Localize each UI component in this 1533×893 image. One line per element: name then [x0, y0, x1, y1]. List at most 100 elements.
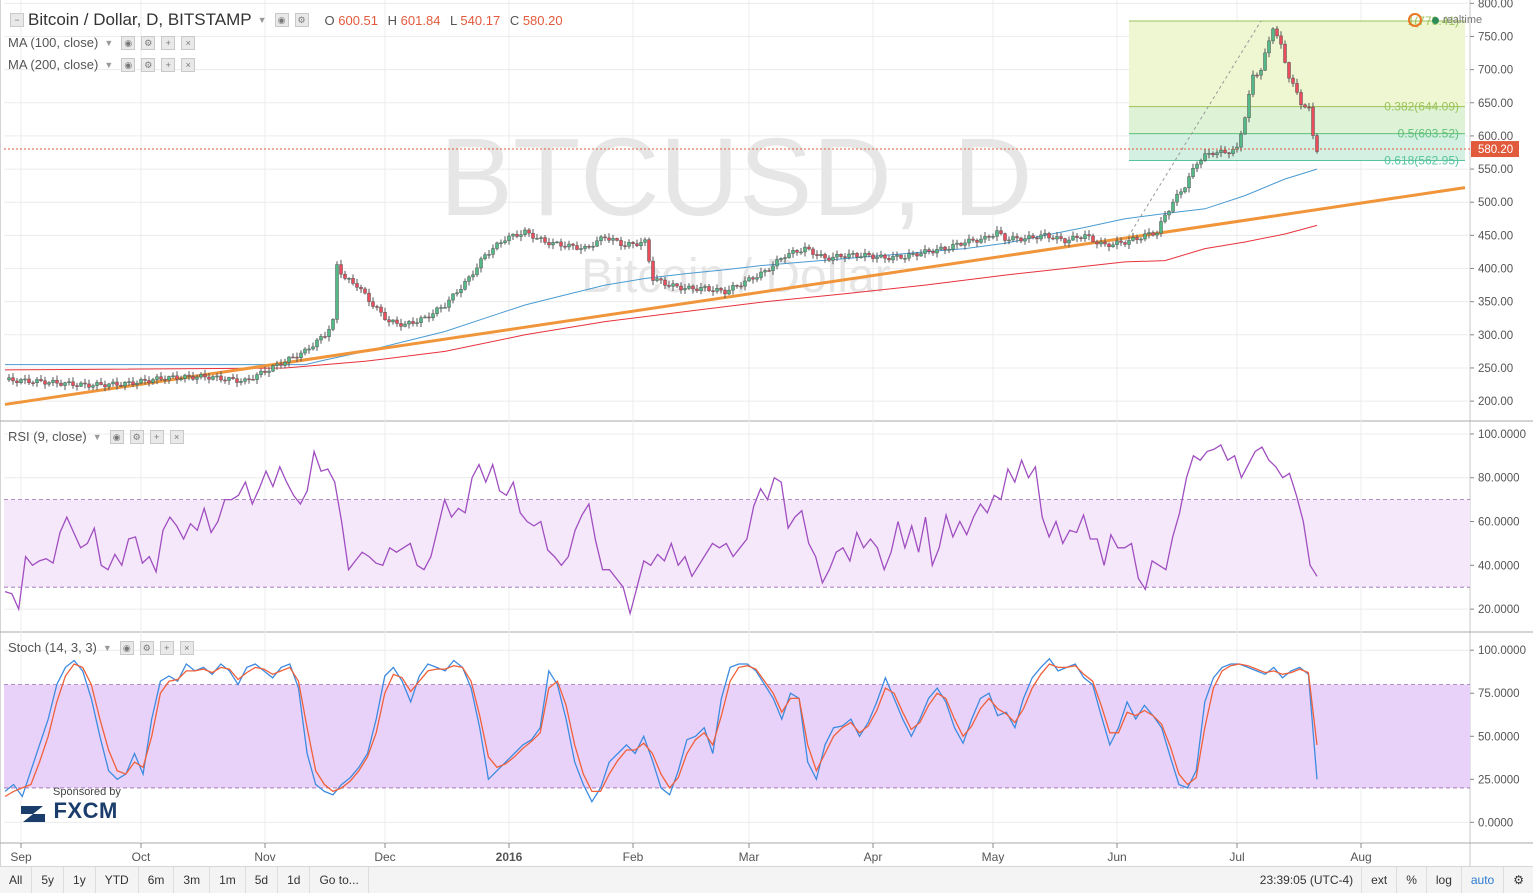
- candle-body: [583, 246, 587, 249]
- price-tick-label-6: 500.00: [1478, 197, 1513, 209]
- range-1m-button[interactable]: 1m: [210, 867, 246, 893]
- candle-body: [1247, 93, 1251, 118]
- stoch-label[interactable]: Stoch (14, 3, 3): [8, 640, 97, 655]
- percent-toggle[interactable]: %: [1396, 867, 1426, 893]
- plus-icon[interactable]: +: [159, 640, 174, 655]
- candle-body: [215, 375, 219, 378]
- close-icon[interactable]: ×: [181, 57, 196, 72]
- trendline[interactable]: [4, 186, 1466, 406]
- legend-ma200-row: MA (200, close) ▼ ◉ ⚙ + ×: [8, 57, 196, 72]
- settings-icon[interactable]: ⚙: [139, 640, 154, 655]
- candle-body: [695, 288, 699, 291]
- candle-body: [123, 382, 127, 387]
- candle-body: [599, 236, 603, 242]
- chevron-down-icon[interactable]: ▼: [92, 431, 102, 442]
- plus-icon[interactable]: +: [161, 35, 176, 50]
- rsi-band: [4, 499, 1470, 588]
- candle-body: [111, 381, 115, 385]
- close-icon[interactable]: ×: [179, 640, 194, 655]
- candle-body: [903, 257, 907, 260]
- range-6m-button[interactable]: 6m: [139, 867, 175, 893]
- candle-body: [1079, 237, 1083, 240]
- candle-body: [1171, 201, 1175, 212]
- eye-icon[interactable]: ◉: [119, 640, 134, 655]
- candle-body: [819, 254, 823, 256]
- candle-body: [139, 378, 143, 384]
- ext-toggle[interactable]: ext: [1361, 867, 1396, 893]
- realtime-indicator[interactable]: realtime: [1408, 13, 1482, 27]
- candle-body: [527, 229, 531, 234]
- auto-toggle[interactable]: auto: [1460, 867, 1503, 893]
- alert-icon[interactable]: [1408, 13, 1422, 27]
- candle-body: [1199, 160, 1203, 165]
- candle-body: [855, 253, 859, 258]
- candle-body: [1271, 28, 1275, 42]
- ma100-label[interactable]: MA (100, close): [8, 35, 99, 50]
- ohlc-close: 580.20: [522, 12, 563, 28]
- range-1d-button[interactable]: 1d: [278, 867, 311, 893]
- candle-body: [1215, 152, 1219, 156]
- candle-body: [91, 385, 95, 388]
- settings-icon[interactable]: ⚙: [129, 429, 144, 444]
- candle-body: [851, 253, 855, 255]
- candle-body: [431, 313, 435, 318]
- candle-body: [1135, 237, 1139, 240]
- candle-body: [1287, 62, 1291, 79]
- fxcm-logo-icon: [21, 805, 45, 822]
- candle-body: [963, 242, 967, 246]
- candle-body: [63, 382, 67, 386]
- realtime-label: realtime: [1443, 14, 1483, 26]
- chevron-down-icon[interactable]: ▼: [257, 15, 267, 25]
- watermark: BTCUSD, D Bitcoin / Dollar: [440, 116, 1033, 303]
- chevron-down-icon[interactable]: ▼: [104, 59, 114, 70]
- candle-body: [551, 242, 555, 246]
- range-ytd-button[interactable]: YTD: [96, 867, 139, 893]
- range-3m-button[interactable]: 3m: [174, 867, 211, 893]
- candle-body: [707, 286, 711, 291]
- eye-icon[interactable]: ◉: [274, 13, 289, 27]
- collapse-icon[interactable]: −: [10, 13, 24, 27]
- chevron-down-icon[interactable]: ▼: [104, 37, 114, 48]
- plus-icon[interactable]: +: [149, 429, 164, 444]
- settings-icon[interactable]: ⚙: [141, 35, 156, 50]
- candle-body: [399, 323, 403, 327]
- fibonacci-retracement[interactable]: 1(773.41)0.382(644.09)0.5(603.52)0.618(5…: [1124, 14, 1465, 243]
- rsi-label[interactable]: RSI (9, close): [8, 429, 87, 444]
- rsi-tick-label-0: 100.0000: [1478, 429, 1526, 441]
- goto-button[interactable]: Go to...: [310, 867, 369, 893]
- candle-body: [1239, 133, 1243, 148]
- close-icon[interactable]: ×: [169, 429, 184, 444]
- candle-body: [1063, 238, 1067, 244]
- plus-icon[interactable]: +: [161, 57, 176, 72]
- symbol-title[interactable]: Bitcoin / Dollar, D, BITSTAMP: [28, 10, 252, 29]
- candle-body: [147, 380, 151, 383]
- candle-body: [315, 339, 319, 348]
- candle-body: [487, 254, 491, 256]
- eye-icon[interactable]: ◉: [109, 429, 124, 444]
- log-toggle[interactable]: log: [1425, 867, 1461, 893]
- settings-icon[interactable]: ⚙: [294, 13, 309, 27]
- candle-body: [323, 336, 327, 338]
- range-5y-button[interactable]: 5y: [32, 867, 65, 893]
- range-1y-button[interactable]: 1y: [64, 867, 96, 893]
- eye-icon[interactable]: ◉: [121, 57, 136, 72]
- candle-body: [667, 285, 671, 287]
- ma200-label[interactable]: MA (200, close): [8, 57, 99, 72]
- range-5d-button[interactable]: 5d: [246, 867, 279, 893]
- candle-body: [127, 381, 131, 383]
- settings-icon[interactable]: ⚙: [1503, 867, 1533, 893]
- settings-icon[interactable]: ⚙: [141, 57, 156, 72]
- close-icon[interactable]: ×: [181, 35, 196, 50]
- candle-body: [763, 270, 767, 273]
- sponsor-block[interactable]: Sponsored by FXCM: [19, 786, 121, 825]
- legend-symbol-row: − Bitcoin / Dollar, D, BITSTAMP ▼ ◉ ⚙ O …: [8, 10, 569, 30]
- candle-body: [979, 238, 983, 243]
- range-all-button[interactable]: All: [0, 867, 33, 893]
- chart-canvas[interactable]: BTCUSD, D Bitcoin / Dollar 1(773.41)0.38…: [0, 0, 1533, 866]
- eye-icon[interactable]: ◉: [121, 35, 136, 50]
- chevron-down-icon[interactable]: ▼: [102, 642, 112, 653]
- candle-body: [483, 254, 487, 260]
- candle-body: [723, 289, 727, 295]
- price-tick-label-12: 200.00: [1478, 396, 1513, 408]
- price-tick-label-4: 600.00: [1478, 131, 1513, 143]
